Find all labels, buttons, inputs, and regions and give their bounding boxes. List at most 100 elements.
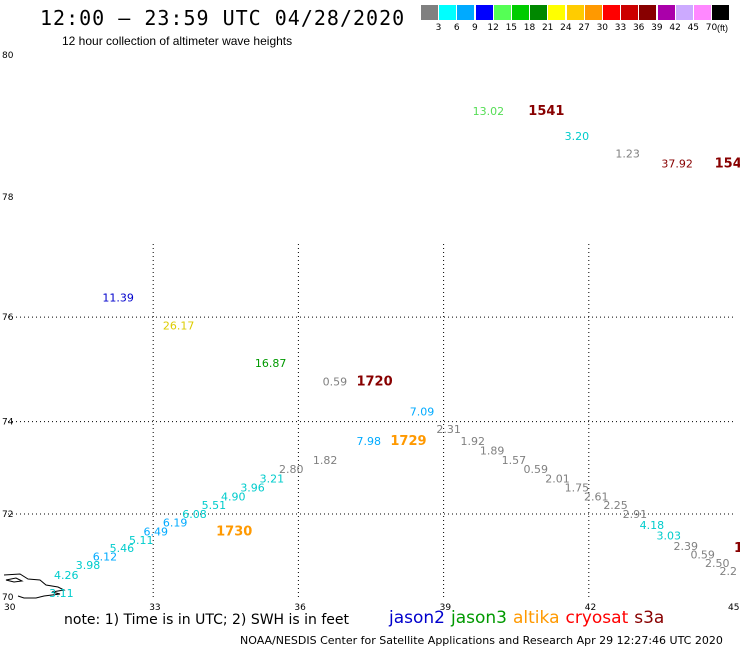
satellite-name: altika [513,608,560,628]
wave-height-label: 4.26 [54,569,78,582]
credit-text: NOAA/NESDIS Center for Satellite Applica… [240,634,723,647]
wave-height-label: 2.61 [584,490,609,503]
lon-tick-label: 39 [440,603,452,610]
wave-height-label: 4.90 [221,490,246,503]
legend-label: 42 [669,23,681,33]
lat-tick-label: 72 [2,510,13,520]
wave-height-label: 2.39 [674,540,699,553]
wave-height-label: 2.01 [545,472,570,485]
lon-tick-label: 36 [294,603,306,610]
wave-height-label: 1.89 [480,444,505,457]
lat-tick-label: 78 [2,193,14,203]
wave-height-label: 6.49 [144,525,169,538]
satellite-name: jason2 [389,608,445,628]
legend-swatch [694,5,711,20]
wave-height-label: 3.03 [657,530,682,543]
lon-tick-label: 33 [149,603,160,610]
axis-ticks: 30 33 36 39 42 45 70 72 74 76 78 80 [2,51,739,610]
lat-tick-label: 80 [2,51,14,61]
legend-swatch [584,5,602,20]
wave-height-label: 2.80 [279,463,304,476]
satellite-name: cryosat [565,608,629,628]
wave-height-label: 1.92 [461,435,486,448]
page-title: 12:00 – 23:59 UTC 04/28/2020 [40,6,406,30]
time-label: 1540 [715,157,740,172]
wave-height-label: 6.08 [182,508,207,521]
wave-height-label: 4.18 [640,519,665,532]
lat-tick-label: 76 [2,313,14,323]
legend-swatch [657,5,675,20]
wave-height-label: 3.11 [49,587,74,600]
legend-unit: (ft) [717,23,728,33]
legend-swatch [421,5,438,20]
satellite-name: jason3 [451,608,507,628]
wave-height-label: 2.31 [436,423,461,436]
wave-height-label: 1.57 [502,454,527,467]
legend-label: 3 [435,23,442,33]
legend-swatch [603,5,620,20]
legend-swatch [548,5,566,20]
wave-height-label: 7.98 [356,435,381,448]
wave-height-label: 11.39 [102,291,134,304]
wave-height-label: 3.21 [260,472,285,485]
wave-height-label: 5.51 [202,499,227,512]
lat-tick-label: 70 [2,593,14,603]
legend-label: 21 [541,23,554,33]
legend-label: 18 [523,23,536,33]
wave-height-label: 1.75 [565,481,590,494]
lat-tick-label: 74 [2,418,14,428]
legend-label: 24 [560,23,572,33]
legend-label: 70 [705,23,718,33]
wave-height-label: 7.09 [410,406,435,419]
legend-swatch [712,5,730,20]
wave-height-label: 6.19 [163,517,188,530]
wave-height-label: 3.98 [76,559,101,572]
lon-tick-label: 30 [4,603,16,610]
legend-label: 27 [578,23,590,33]
legend-label: 30 [596,23,609,33]
lon-tick-label: 45 [728,603,739,610]
wave-height-label: 0.59 [323,375,348,388]
lon-tick-label: 42 [585,603,596,610]
legend-label: 33 [614,23,627,33]
page-subtitle: 12 hour collection of altimeter wave hei… [62,34,293,48]
legend-swatch [566,5,584,20]
legend-swatch [530,5,548,20]
coastline [3,573,66,599]
legend-swatch [439,5,457,20]
time-label: 1720 [356,374,392,389]
wave-height-label: 5.46 [110,542,135,555]
time-label: 1730 [216,524,252,539]
satellite-name: s3a [634,608,665,628]
wave-height-label: 2.2 [719,565,737,578]
wave-height-label: 3.20 [565,130,590,143]
time-label: 1719 [734,541,740,556]
wave-height-label: 16.87 [255,357,287,370]
wave-height-label: 0.59 [523,463,548,476]
wave-height-label: 1.23 [615,148,640,161]
legend-label: 36 [632,23,645,33]
time-label: 1729 [390,434,426,449]
coastline-path [3,573,66,599]
legend-swatch [512,5,529,20]
wave-height-label: 5.11 [129,534,154,547]
legend-swatch [493,5,511,20]
legend-label: 12 [487,23,499,33]
wave-height-label: 0.59 [690,548,715,561]
wave-height-label: 37.92 [661,158,693,171]
wave-height-label: 13.02 [473,105,505,118]
legend-label: 6 [453,23,460,33]
wave-height-label: 3.96 [240,481,265,494]
color-legend: 3 6 9 12 15 18 21 24 27 30 33 36 39 42 45 70 (ft) [421,5,731,38]
wave-height-label: 2.91 [623,508,648,521]
legend-swatch [675,5,693,20]
wave-height-label: 2.25 [603,499,628,512]
legend-label: 45 [687,23,700,33]
coastline-path [5,577,24,583]
note-text: note: 1) Time is in UTC; 2) SWH is in fe… [64,612,350,628]
legend-swatch [457,5,475,20]
legend-swatch [621,5,639,20]
wave-height-label: 6.12 [93,551,118,564]
satellite-legend: jason2 jason3 altika cryosat s3a [389,608,670,628]
